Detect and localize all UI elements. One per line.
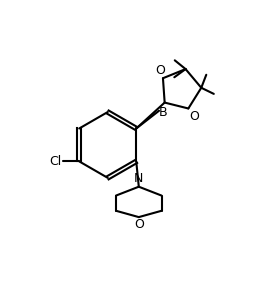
Text: N: N [134, 172, 143, 185]
Text: O: O [155, 64, 165, 77]
Text: O: O [134, 218, 144, 231]
Text: B: B [159, 106, 168, 118]
Text: O: O [190, 110, 199, 123]
Text: Cl: Cl [49, 155, 61, 168]
